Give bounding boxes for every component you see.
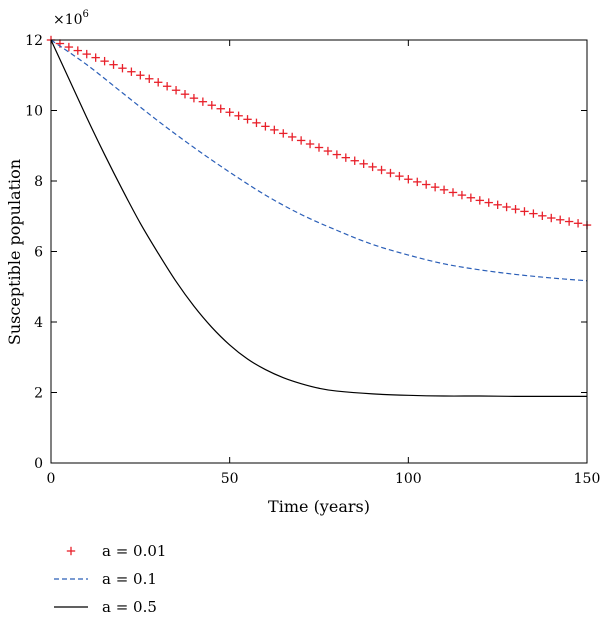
legend-plus-glyph: [66, 546, 76, 556]
data-point-0-36: [368, 162, 377, 172]
legend-marker-plus: [66, 546, 76, 556]
data-point-0-11: [145, 74, 154, 83]
data-point-0-3: [73, 46, 82, 55]
data-point-0-55: [538, 211, 547, 221]
legend: a = 0.01 a = 0.1 a = 0.5: [54, 542, 166, 616]
data-point-0-53: [520, 207, 529, 216]
data-point-0-46: [457, 190, 467, 200]
data-point-0-30: [314, 143, 324, 152]
data-point-0-54: [529, 209, 538, 218]
data-point-0-18: [207, 101, 216, 110]
data-point-0-15: [180, 89, 190, 99]
legend-item-2: a = 0.5: [54, 598, 157, 616]
data-point-0-16: [189, 93, 199, 103]
data-point-0-13: [162, 82, 172, 91]
data-point-0-35: [359, 159, 368, 169]
data-point-0-7: [109, 60, 118, 69]
y-axis-label: Susceptible population: [5, 159, 24, 345]
data-point-0-27: [288, 132, 297, 142]
data-point-0-44: [439, 185, 449, 195]
y-multiplier-exponent: 6: [83, 9, 89, 20]
data-point-0-42: [422, 180, 431, 189]
data-point-0-37: [377, 165, 386, 175]
data-point-0-58: [564, 217, 574, 226]
data-point-0-5: [91, 53, 100, 62]
data-point-0-14: [171, 86, 181, 95]
data-point-0-28: [296, 136, 306, 145]
data-point-0-24: [261, 122, 270, 131]
data-point-0-19: [216, 104, 225, 113]
data-point-0-9: [127, 67, 136, 76]
y-tick-label-1: 2: [34, 386, 43, 402]
data-point-0-8: [118, 64, 127, 73]
data-point-0-6: [100, 56, 109, 66]
data-point-0-41: [413, 177, 422, 187]
data-point-0-29: [305, 139, 315, 149]
data-point-0-32: [332, 150, 342, 159]
x-axis-label: Time (years): [268, 497, 370, 516]
data-point-0-52: [511, 205, 520, 214]
data-point-0-59: [573, 219, 583, 228]
y-tick-label-0: 0: [34, 456, 43, 472]
data-point-0-39: [395, 171, 404, 181]
y-tick-label-2: 4: [34, 315, 43, 331]
legend-label-0: a = 0.01: [102, 542, 166, 560]
series-line-2: [50, 39, 587, 398]
y-tick-label-5: 10: [25, 104, 43, 120]
y-multiplier-base: ×10: [53, 12, 83, 28]
data-point-0-34: [350, 156, 359, 165]
plot-frame: [50, 39, 588, 464]
y-tick-label-4: 8: [34, 174, 43, 190]
series-line-1: [50, 39, 588, 282]
plot-layer: [46, 35, 592, 398]
legend-label-2: a = 0.5: [102, 598, 157, 616]
data-point-0-56: [547, 213, 556, 223]
data-point-0-33: [341, 153, 350, 162]
y-multiplier: ×106: [53, 9, 89, 28]
data-point-0-2: [64, 42, 74, 52]
data-point-0-20: [225, 108, 234, 117]
data-point-0-26: [279, 129, 288, 138]
x-tick-label-0: 0: [47, 471, 56, 487]
data-point-0-23: [252, 118, 261, 128]
data-point-0-4: [82, 49, 91, 59]
data-point-0-22: [243, 115, 252, 124]
data-point-0-21: [234, 111, 243, 120]
series-markers-0: [46, 35, 592, 230]
data-point-0-45: [448, 188, 458, 197]
data-point-0-10: [136, 71, 145, 80]
data-point-0-50: [493, 200, 502, 209]
data-point-0-51: [502, 202, 511, 212]
data-point-0-48: [475, 196, 484, 205]
data-point-0-47: [466, 193, 476, 202]
legend-item-1: a = 0.1: [54, 570, 157, 588]
legend-label-1: a = 0.1: [102, 570, 157, 588]
data-point-0-31: [323, 146, 333, 156]
ticks-layer: 0 50 100 150 0 2 4 6 8 10 12: [25, 33, 600, 487]
data-point-0-38: [386, 168, 395, 178]
y-tick-label-6: 12: [25, 33, 43, 49]
y-tick-label-3: 6: [34, 245, 43, 261]
legend-item-0: a = 0.01: [66, 542, 166, 560]
x-tick-label-1: 50: [221, 471, 239, 487]
x-tick-label-2: 100: [395, 471, 422, 487]
data-point-0-57: [556, 215, 565, 224]
data-point-0-12: [154, 78, 163, 87]
data-point-0-17: [198, 97, 208, 106]
data-point-0-49: [484, 198, 493, 207]
data-point-0-40: [404, 175, 413, 184]
x-tick-label-3: 150: [574, 471, 600, 487]
data-point-0-25: [270, 125, 279, 135]
data-point-0-43: [430, 182, 440, 192]
